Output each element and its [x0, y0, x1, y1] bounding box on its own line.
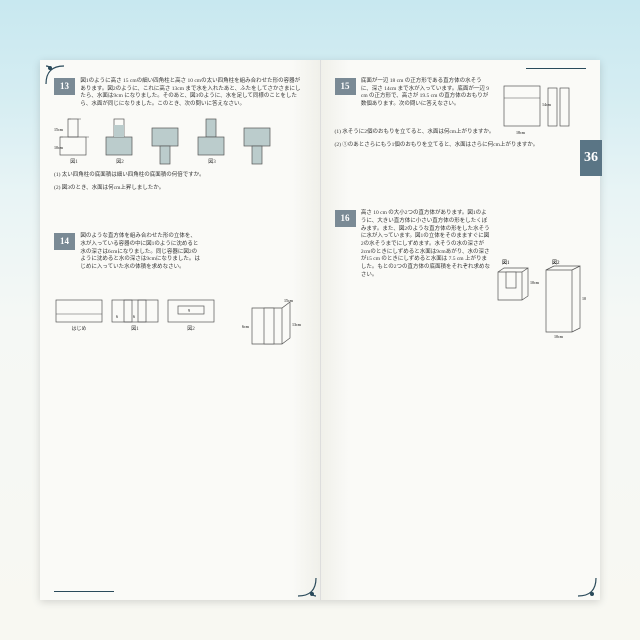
svg-text:13cm: 13cm [292, 322, 302, 327]
fig13-1-label: 図1 [54, 159, 94, 166]
fig13-1: 15cm 10cm 図1 [54, 117, 94, 166]
problem-badge-14: 14 [54, 233, 75, 250]
svg-text:15cm: 15cm [284, 298, 294, 303]
problem-13-figures: 15cm 10cm 図1 図2 [54, 117, 306, 166]
problem-16-text: 高さ 10 cm の大小2つの直方体があります。図1のように、大きい直方体に小さ… [361, 210, 491, 279]
problem-16: 16 高さ 10 cm の大小2つの直方体があります。図1のように、大きい直方体… [335, 210, 587, 279]
problem-15-text: 底面が一辺 18 cm の正方形である直方体の水そうに、深さ 14cm まで水が… [361, 78, 491, 109]
fig16: 図1 図2 10cm 10cm 10cm [490, 256, 586, 344]
svg-text:6: 6 [133, 314, 135, 319]
fig13-3b [238, 124, 278, 166]
problem-13-q2: (2) 図3のとき、水面は何cm上昇しましたか。 [54, 185, 306, 193]
problem-badge-16: 16 [335, 210, 356, 227]
problem-14: 14 図のような直方体を組み合わせた形の立体を、水が入っている容器の中に図1のよ… [54, 233, 306, 332]
fig14-2: 9 図2 [166, 296, 216, 333]
book-spread: 13 図1のように高さ 15 cmの細い四角柱と高さ 10 cmの太い四角柱を組… [40, 60, 600, 600]
section-badge: 36 [580, 140, 602, 176]
svg-text:15cm: 15cm [54, 127, 64, 132]
svg-text:6cm: 6cm [242, 324, 250, 329]
fig13-3-label: 図3 [192, 159, 232, 166]
svg-text:10cm: 10cm [530, 280, 540, 285]
problem-13-text: 図1のように高さ 15 cmの細い四角柱と高さ 10 cmの太い四角柱を組み合わ… [80, 78, 302, 109]
svg-text:10cm: 10cm [582, 296, 586, 301]
svg-text:14cm: 14cm [542, 102, 552, 107]
svg-text:図1: 図1 [502, 260, 510, 266]
problem-15-q2: (2) ①のあとさらにもう1個のおもりを立てると、水面はさらに何cm上がりますか… [335, 142, 587, 150]
problem-13-q1: (1) 太い四角柱の底面積は細い四角柱の底面積の何倍ですか。 [54, 172, 306, 180]
fig14-2-label: 図2 [166, 326, 216, 333]
problem-15: 15 底面が一辺 18 cm の正方形である直方体の水そうに、深さ 14cm ま… [335, 78, 587, 150]
fig14-solid: 15cm 6cm 13cm [242, 296, 302, 356]
fig14-1: 6 6 図1 [110, 296, 160, 333]
fig13-2: 図2 [100, 117, 140, 166]
fig13-2b [146, 124, 186, 166]
fig14-hajime: はじめ [54, 296, 104, 333]
left-page: 13 図1のように高さ 15 cmの細い四角柱と高さ 10 cmの太い四角柱を組… [40, 60, 321, 600]
fig13-3: 図3 [192, 117, 232, 166]
decor-line-top [526, 68, 586, 69]
svg-text:図2: 図2 [552, 260, 560, 266]
right-page: 36 15 底面が一辺 18 cm の正方形である直方体の水そうに、深さ 14c… [321, 60, 601, 600]
fig15: 14cm 18cm [500, 82, 572, 140]
problem-13: 13 図1のように高さ 15 cmの細い四角柱と高さ 10 cmの太い四角柱を組… [54, 78, 306, 193]
ornament-top-left [44, 64, 64, 84]
svg-text:10cm: 10cm [554, 334, 564, 339]
ornament-bottom-right-left-page [296, 576, 316, 596]
svg-text:9: 9 [188, 308, 190, 313]
svg-text:6: 6 [116, 314, 118, 319]
svg-text:18cm: 18cm [516, 130, 526, 135]
problem-badge-15: 15 [335, 78, 356, 95]
svg-text:10cm: 10cm [54, 145, 64, 150]
fig14-1-label: 図1 [110, 326, 160, 333]
problem-14-text: 図のような直方体を組み合わせた形の立体を、水が入っている容器の中に図1のように沈… [80, 233, 200, 271]
ornament-bottom-right [576, 576, 596, 596]
fig13-2-label: 図2 [100, 159, 140, 166]
fig14-hajime-label: はじめ [54, 326, 104, 333]
decor-line [54, 591, 114, 592]
